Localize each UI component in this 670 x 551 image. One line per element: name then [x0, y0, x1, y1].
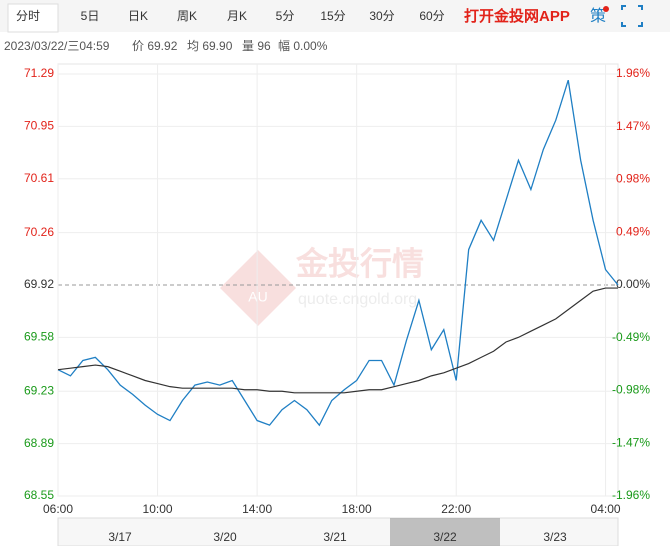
y-tick-label: 69.23 — [24, 383, 54, 397]
toolbar — [0, 0, 670, 32]
y-tick-label: 71.29 — [24, 66, 54, 80]
info-text: 量 96 — [242, 39, 271, 53]
badge — [603, 6, 609, 12]
y2-tick-label: -1.47% — [612, 435, 650, 449]
watermark-logo — [220, 250, 296, 326]
y2-tick-label: -1.96% — [612, 488, 650, 502]
tab[interactable]: 30分 — [369, 9, 394, 23]
watermark-url: quote.cngold.org — [298, 291, 417, 308]
x-tick-label: 18:00 — [342, 502, 372, 516]
x-tick-label: 06:00 — [43, 502, 73, 516]
watermark-title: 金投行情 — [295, 245, 424, 281]
tab[interactable]: 日K — [128, 9, 148, 23]
tab[interactable]: 5分 — [276, 9, 295, 23]
y-tick-label: 69.92 — [24, 277, 54, 291]
y2-tick-label: 1.47% — [616, 119, 650, 133]
info-text: 2023/03/22/三04:59 — [4, 39, 110, 53]
y2-tick-label: 0.00% — [616, 277, 650, 291]
y-tick-label: 70.61 — [24, 171, 54, 185]
app-link[interactable]: 打开金投网APP — [464, 7, 570, 25]
watermark-logo-text: AU — [248, 289, 267, 305]
y-tick-label: 70.26 — [24, 225, 54, 239]
info-text: 价 69.92 — [132, 39, 178, 53]
strategy-button[interactable]: 策 — [590, 7, 606, 25]
fullscreen-button[interactable] — [621, 5, 643, 27]
y2-tick-label: -0.49% — [612, 330, 650, 344]
tab[interactable]: 60分 — [419, 9, 444, 23]
navigator-window[interactable] — [390, 518, 500, 546]
tab[interactable]: 分时 — [16, 9, 40, 23]
navigator[interactable] — [57, 517, 619, 547]
tab[interactable]: 月K — [227, 9, 247, 23]
y2-tick-label: 0.98% — [616, 172, 650, 186]
x-tick-label: 04:00 — [591, 502, 621, 516]
x-tick-label: 10:00 — [143, 502, 173, 516]
average-line — [57, 287, 618, 394]
x-tick-label: 14:00 — [242, 502, 272, 516]
y2-tick-label: -0.98% — [612, 383, 650, 397]
y2-tick-label: 1.96% — [616, 66, 650, 80]
watermark: AU 金投行情 quote.cngold.org — [220, 245, 424, 326]
x-tick-label: 22:00 — [441, 502, 471, 516]
y-tick-label: 68.55 — [24, 488, 54, 502]
y-tick-label: 68.89 — [24, 436, 54, 450]
navigator-date: 3/22 — [433, 530, 457, 544]
info-text: 均 69.90 — [187, 39, 233, 53]
navigator-date: 3/20 — [213, 530, 237, 544]
navigator-date: 3/21 — [323, 530, 347, 544]
tab-active — [7, 3, 59, 33]
y2-tick-label: 0.49% — [616, 224, 650, 238]
navigator-date: 3/23 — [543, 530, 567, 544]
tab[interactable]: 15分 — [320, 9, 345, 23]
tab[interactable]: 周K — [177, 9, 197, 23]
price-line — [57, 79, 619, 427]
y-tick-label: 70.95 — [24, 119, 54, 133]
tab[interactable]: 5日 — [81, 9, 100, 23]
info-text: 幅 0.00% — [278, 38, 328, 53]
navigator-date: 3/17 — [108, 530, 132, 544]
y-tick-label: 69.58 — [24, 330, 54, 344]
